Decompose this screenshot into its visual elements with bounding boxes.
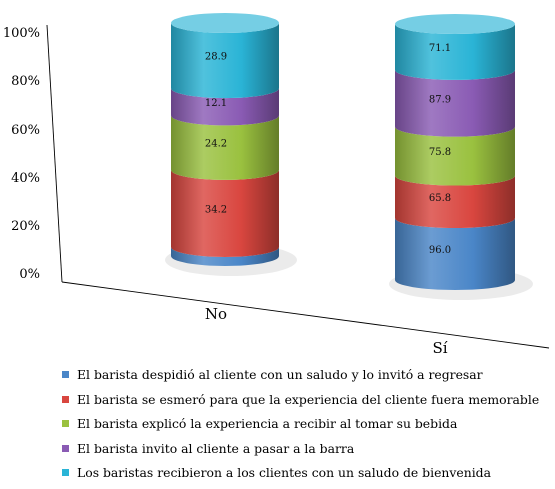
y-tick-label: 40% (11, 171, 40, 186)
cylinder-1: 96.0 65.8 75.8 87.9 71.1 (389, 14, 533, 300)
chart-axes (46, 24, 550, 349)
x-axis-line (61, 281, 550, 349)
x-category-label: No (205, 305, 227, 323)
legend-item: El barista invito al cliente a pasar a l… (62, 440, 552, 465)
data-label: 87.9 (429, 94, 451, 105)
y-tick-label: 0% (19, 267, 40, 282)
bar-segment (395, 218, 515, 290)
legend-swatch (62, 395, 69, 403)
data-label: 12.1 (205, 98, 227, 109)
chart-legend: El barista despidió al cliente con un sa… (62, 366, 552, 489)
legend-swatch (62, 469, 69, 476)
data-label: 24.2 (205, 139, 227, 150)
x-category-label: Sí (432, 339, 447, 357)
y-axis-line (46, 24, 63, 283)
legend-item: El barista explicó la experiencia a reci… (62, 415, 552, 440)
legend-item: El barista se esmeró para que la experie… (62, 391, 552, 416)
legend-label: El barista invito al cliente a pasar a l… (77, 440, 355, 456)
y-axis-ticks: 0% 20% 40% 60% 80% 100% (3, 26, 40, 282)
legend-label: Los baristas recibieron a los clientes c… (77, 465, 491, 480)
chart-area: 0%20%40%60%80%100% 4.034.224.212.128.996… (3, 13, 550, 357)
legend-label: El barista despidió al cliente con un sa… (77, 367, 483, 382)
legend-swatch (62, 444, 69, 452)
data-label: 96.0 (429, 245, 451, 256)
data-label: 75.8 (429, 147, 451, 158)
bar-segment (395, 69, 516, 137)
cylinder-top (395, 14, 515, 34)
y-tick-label: 20% (11, 219, 40, 234)
data-label: 28.9 (205, 52, 227, 63)
bar-segment (171, 169, 279, 257)
bar-segment (171, 246, 279, 266)
cylinder-0: 4.034.224.212.128.9 (165, 13, 297, 276)
data-label: 65.8 (429, 193, 451, 204)
bar-segment (171, 115, 279, 180)
data-label: 71.1 (429, 43, 451, 54)
bar-segment (395, 126, 516, 186)
legend-swatch (62, 371, 69, 378)
cylinder-top (171, 13, 279, 33)
data-label: 34.2 (205, 204, 227, 215)
bar-segment (395, 175, 516, 229)
legend-swatch (62, 420, 69, 427)
y-tick-label: 60% (11, 123, 40, 138)
legend-label: El barista explicó la experiencia a reci… (77, 416, 458, 431)
x-axis-labels: No Sí (205, 305, 448, 357)
bar-segment (171, 23, 279, 99)
bar-segment (395, 24, 516, 80)
y-tick-label: 100% (3, 26, 40, 41)
bar-segment (171, 88, 279, 126)
legend-label: El barista se esmeró para que la experie… (77, 391, 540, 407)
legend-item: El barista despidió al cliente con un sa… (62, 366, 552, 391)
y-tick-label: 80% (11, 74, 40, 89)
chart-bars: 4.034.224.212.128.996.065.875.887.971.1 (165, 13, 533, 300)
legend-item: Los baristas recibieron a los clientes c… (62, 464, 552, 489)
